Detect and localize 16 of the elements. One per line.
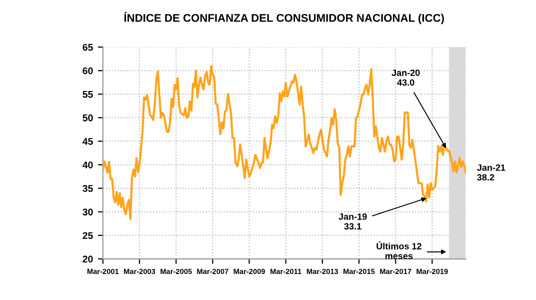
annotation: Jan-20 43.0: [392, 70, 420, 86]
chart-title: ÍNDICE DE CONFIANZA DEL CONSUMIDOR NACIONAL (ICC): [124, 12, 444, 24]
y-tick-label: 20: [82, 256, 93, 263]
y-tick-label: 45: [82, 138, 93, 145]
y-tick-label: 60: [82, 67, 93, 74]
y-tick-label: 25: [82, 232, 93, 239]
y-tick-label: 30: [82, 208, 93, 216]
text: Jan-21 38.2: [477, 164, 506, 181]
y-tick-label: 35: [82, 185, 93, 192]
y-tick-label: 40: [82, 162, 93, 168]
y-tick-label: 50: [82, 114, 93, 122]
annotation: Jan-19 33.1: [338, 213, 367, 230]
band-label: Últimos 12 meses: [376, 241, 422, 260]
y-tick-label: 65: [82, 44, 93, 51]
line-series: [102, 64, 466, 220]
y-tick-label: 55: [82, 91, 93, 98]
